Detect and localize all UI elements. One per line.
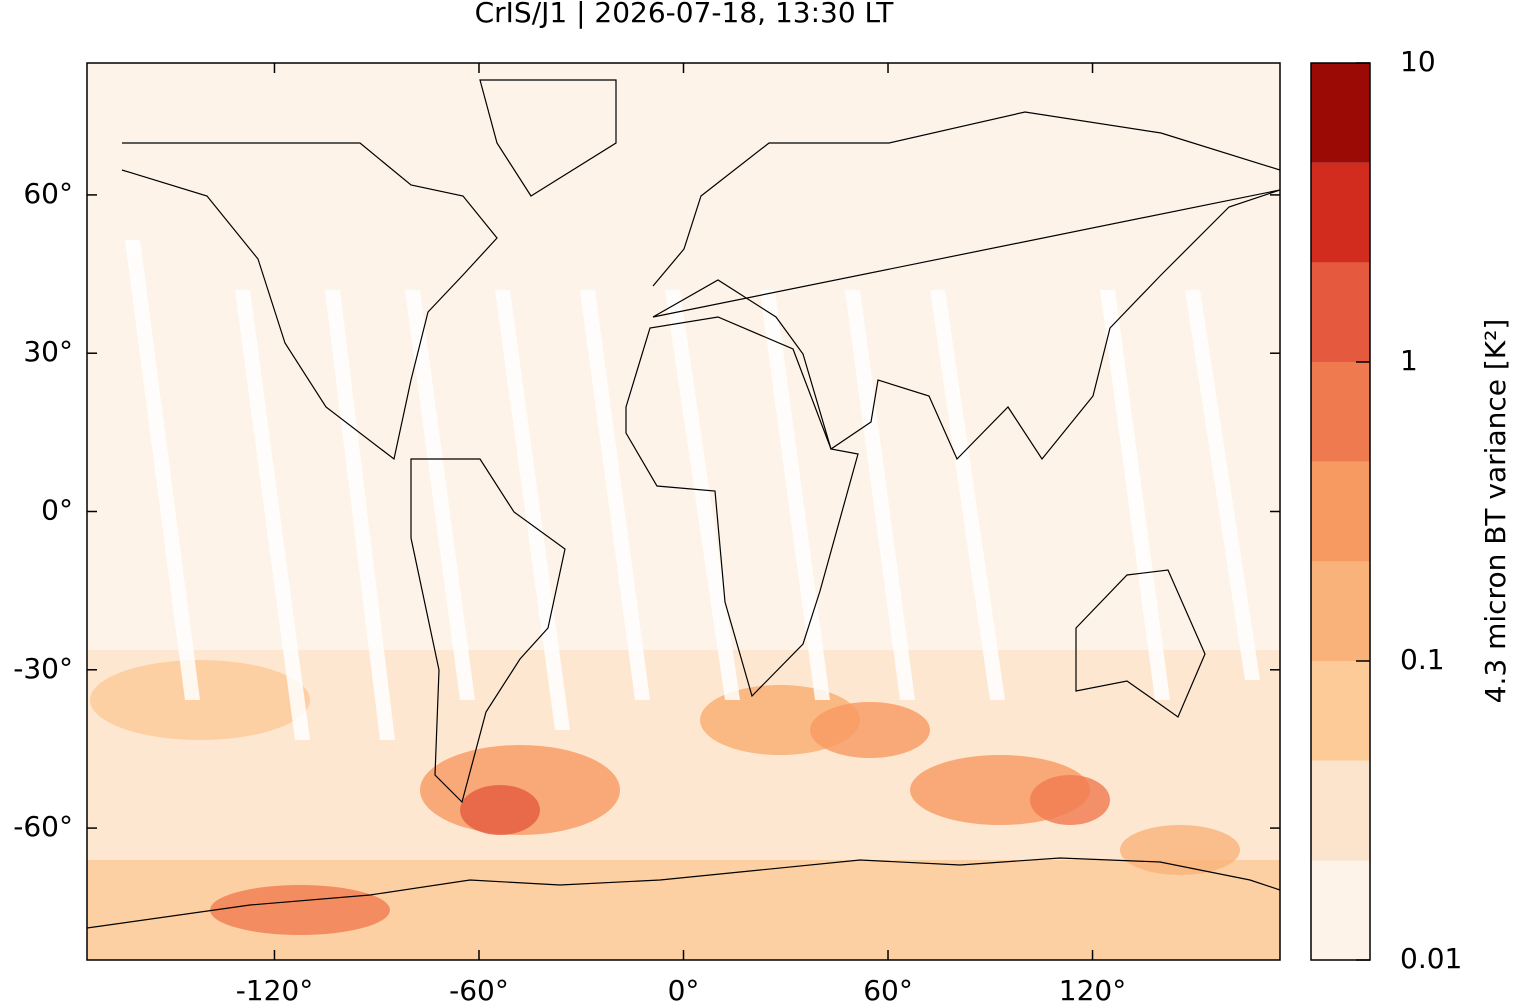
colorbar-tick-label: 10 <box>1400 45 1436 78</box>
colorbar-tick-label: 1 <box>1400 344 1418 377</box>
x-tick-label: 60° <box>863 974 913 1002</box>
colorbar-label: 4.3 micron BT variance [K²] <box>1479 319 1512 704</box>
chart-title: CrIS/J1 | 2026-07-18, 13:30 LT <box>475 0 895 29</box>
y-tick-label: 60° <box>23 177 73 210</box>
colorbar-band <box>1311 362 1370 462</box>
colorbar-band <box>1311 63 1370 163</box>
y-tick-label: 30° <box>23 335 73 368</box>
y-tick-label: 0° <box>41 494 73 527</box>
colorbar-tick-label: 0.1 <box>1400 643 1445 676</box>
x-tick-label: -60° <box>449 974 509 1002</box>
y-tick-label: -60° <box>13 810 73 843</box>
x-tick-label: 120° <box>1059 974 1126 1002</box>
colorbar-band <box>1311 162 1370 263</box>
colorbar-frame <box>1310 62 1371 961</box>
colorbar-band <box>1311 760 1370 861</box>
colorbar-band <box>1311 262 1370 362</box>
x-tick-label: 0° <box>668 974 700 1002</box>
colorbar-band <box>1311 661 1370 761</box>
y-tick-label: -30° <box>13 652 73 685</box>
colorbar-band <box>1311 561 1370 661</box>
colorbar-band <box>1311 461 1370 562</box>
x-tick-label: -120° <box>236 974 314 1002</box>
colorbar-band <box>1311 860 1370 960</box>
colorbar-tick-label: 0.01 <box>1400 942 1462 975</box>
map-field <box>87 63 1280 960</box>
